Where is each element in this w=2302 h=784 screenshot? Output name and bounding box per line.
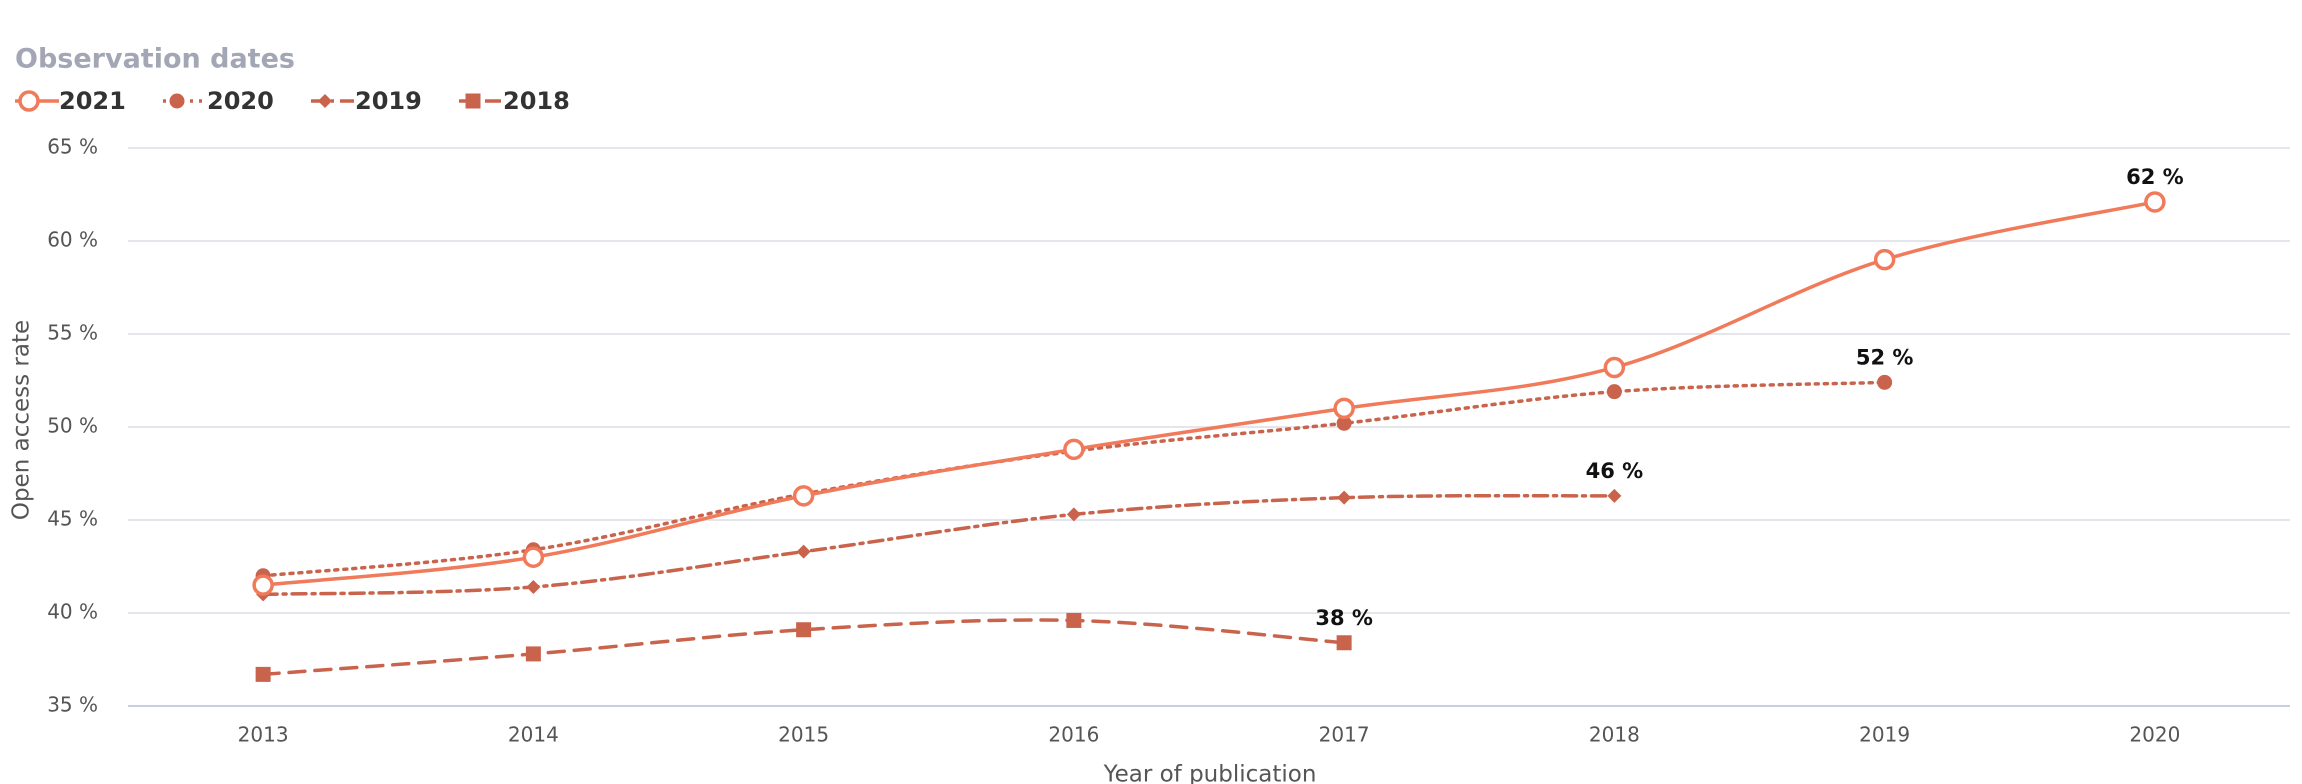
legend-item: 2020 [163, 87, 274, 115]
y-tick-label: 65 % [47, 135, 98, 159]
point [792, 485, 815, 507]
x-tick-label: 2013 [238, 723, 289, 747]
legend-label: 2020 [207, 87, 274, 115]
point [1066, 507, 1081, 522]
legend-item: 2019 [311, 87, 422, 115]
x-tick-label: 2016 [1048, 723, 1099, 747]
y-tick-label: 50 % [47, 414, 98, 438]
point [2144, 191, 2166, 213]
point [1336, 415, 1352, 431]
y-tick-label: 40 % [47, 600, 98, 624]
y-tick-label: 55 % [47, 321, 98, 345]
point [1066, 612, 1082, 628]
point [796, 622, 812, 638]
x-tick-label: 2017 [1319, 723, 1370, 747]
data-label: 52 % [1856, 345, 1914, 369]
x-axis-title: Year of publication [1103, 762, 1317, 784]
y-tick-label: 60 % [47, 228, 98, 252]
data-label: 46 % [1586, 459, 1644, 483]
x-tick-label: 2014 [508, 723, 559, 747]
legend-label: 2018 [503, 87, 570, 115]
legend-marker [465, 93, 481, 109]
y-axis-title: Open access rate [9, 320, 35, 520]
series-line [261, 200, 2157, 587]
point [1336, 635, 1352, 651]
x-tick-label: 2015 [778, 723, 829, 747]
legend-marker [18, 90, 40, 112]
point [1877, 374, 1893, 390]
legend-item: 2021 [15, 87, 126, 115]
data-label: 62 % [2126, 165, 2184, 189]
point [1873, 248, 1896, 271]
point [1063, 438, 1085, 461]
legend-title: Observation dates [15, 44, 295, 75]
point [796, 544, 811, 559]
point [1333, 397, 1355, 420]
point [252, 574, 274, 596]
point [1607, 488, 1622, 503]
legend-label: 2021 [59, 87, 126, 115]
point [522, 546, 545, 568]
point [526, 579, 541, 594]
x-tick-label: 2019 [1859, 723, 1910, 747]
series-line [261, 493, 1617, 597]
point [525, 646, 541, 662]
legend-label: 2019 [355, 87, 422, 115]
y-tick-label: 35 % [47, 693, 98, 717]
x-tick-label: 2020 [2129, 723, 2180, 747]
legend-item: 2018 [459, 87, 570, 115]
x-tick-label: 2018 [1589, 723, 1640, 747]
y-tick-label: 45 % [47, 507, 98, 531]
data-label: 38 % [1315, 606, 1373, 630]
point [1337, 490, 1352, 505]
point [255, 666, 271, 682]
legend-marker [318, 94, 332, 108]
point [1606, 384, 1622, 400]
point [1603, 356, 1626, 379]
legend-marker [169, 93, 185, 109]
